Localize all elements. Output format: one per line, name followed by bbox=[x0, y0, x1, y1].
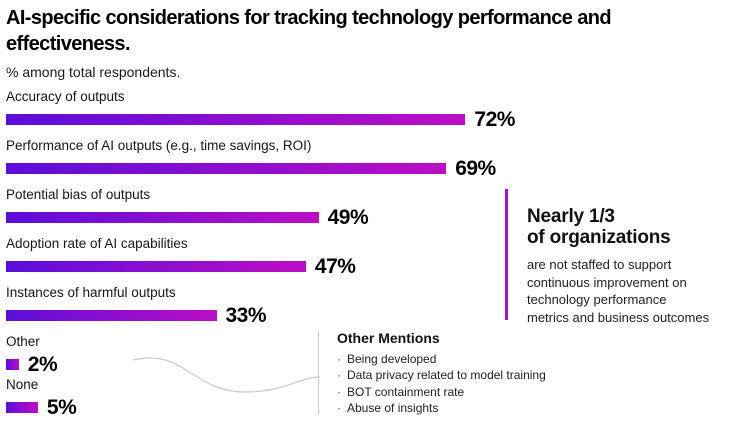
list-item: · BOT containment rate bbox=[337, 384, 578, 400]
bar-chart: Accuracy of outputs 72% Performance of A… bbox=[6, 88, 515, 419]
bar-value: 49% bbox=[327, 206, 369, 229]
bar-row: Performance of AI outputs (e.g., time sa… bbox=[6, 137, 506, 180]
list-item-text: Being developed bbox=[347, 352, 437, 366]
list-item: · Data privacy related to model training bbox=[337, 367, 578, 383]
bar-value: 69% bbox=[455, 157, 496, 180]
figure-subtitle: % among total respondents. bbox=[6, 64, 181, 80]
bar-value: 33% bbox=[225, 304, 267, 327]
bar-line: 33% bbox=[6, 304, 506, 327]
bar-row: Potential bias of outputs 49% bbox=[6, 186, 506, 229]
other-mentions-divider bbox=[318, 331, 319, 415]
callout-body-line: are not staffed to support bbox=[527, 257, 672, 272]
callout-accent-line bbox=[505, 189, 508, 320]
connector-line bbox=[132, 357, 321, 393]
figure-header: AI-specific considerations for tracking … bbox=[6, 5, 612, 81]
bullet-icon: · bbox=[337, 352, 341, 366]
bar-row: Other 2% bbox=[6, 333, 506, 376]
bar-label: None bbox=[6, 377, 39, 392]
bar-row: Instances of harmful outputs 33% bbox=[6, 284, 506, 327]
bar-label: Potential bias of outputs bbox=[6, 187, 151, 202]
bar-label: Performance of AI outputs (e.g., time sa… bbox=[6, 138, 312, 153]
bar bbox=[6, 163, 447, 174]
bar-value: 72% bbox=[474, 108, 515, 131]
callout-content: Nearly 1/3 of organizations are not staf… bbox=[527, 189, 737, 326]
figure-title-line-1: AI-specific considerations for tracking … bbox=[6, 7, 612, 29]
bar bbox=[6, 114, 466, 125]
other-mentions-content: Other Mentions · Being developed · Data … bbox=[337, 330, 578, 416]
bar-line: 69% bbox=[6, 157, 506, 180]
bar-label: Other bbox=[6, 334, 40, 349]
callout-heading-line-2: of organizations bbox=[527, 227, 671, 248]
list-item-text: Abuse of insights bbox=[347, 400, 439, 415]
list-item: · Abuse of insights bbox=[337, 400, 578, 416]
list-item-text: BOT containment rate bbox=[347, 384, 465, 399]
bar-line: 5% bbox=[6, 396, 506, 419]
callout-body-line: metrics and business outcomes bbox=[527, 309, 710, 325]
callout-heading: Nearly 1/3 of organizations bbox=[527, 206, 737, 248]
other-mentions-box: Other Mentions · Being developed · Data … bbox=[318, 330, 578, 416]
bullet-icon: · bbox=[337, 368, 341, 383]
other-mentions-list: · Being developed · Data privacy related… bbox=[337, 351, 578, 416]
bar bbox=[6, 402, 38, 413]
bullet-icon: · bbox=[337, 384, 341, 399]
list-item: · Being developed bbox=[337, 351, 578, 367]
bar-row: Accuracy of outputs 72% bbox=[6, 88, 515, 131]
bar-line: 2% bbox=[6, 353, 506, 376]
bar-line: 72% bbox=[6, 108, 515, 131]
figure-title: AI-specific considerations for tracking … bbox=[6, 5, 612, 57]
callout-body-line: continuous improvement on bbox=[527, 274, 687, 290]
bar-row: None 5% bbox=[6, 376, 506, 419]
bar-line: 47% bbox=[6, 255, 506, 278]
callout-heading-line-1: Nearly 1/3 bbox=[527, 206, 615, 227]
figure-title-line-2: effectiveness. bbox=[6, 33, 131, 55]
callout: Nearly 1/3 of organizations are not staf… bbox=[505, 189, 737, 326]
bar-value: 2% bbox=[27, 353, 58, 376]
bar bbox=[6, 261, 306, 272]
callout-body-line: technology performance bbox=[527, 292, 667, 307]
bullet-icon: · bbox=[337, 400, 341, 415]
bar-label: Adoption rate of AI capabilities bbox=[6, 236, 188, 251]
bar-row: Adoption rate of AI capabilities 47% bbox=[6, 235, 506, 278]
bar bbox=[6, 310, 217, 321]
list-item-text: Data privacy related to model training bbox=[347, 368, 546, 383]
bar-value: 5% bbox=[46, 396, 77, 419]
other-mentions-heading: Other Mentions bbox=[337, 330, 440, 346]
bar-label: Accuracy of outputs bbox=[6, 89, 125, 104]
bar bbox=[6, 212, 319, 223]
bar bbox=[6, 359, 19, 370]
bar-value: 47% bbox=[314, 255, 356, 278]
bar-rows: Accuracy of outputs 72% Performance of A… bbox=[6, 88, 515, 419]
bar-line: 49% bbox=[6, 206, 506, 229]
bar-label: Instances of harmful outputs bbox=[6, 285, 176, 300]
callout-body: are not staffed to support continuous im… bbox=[527, 256, 737, 326]
